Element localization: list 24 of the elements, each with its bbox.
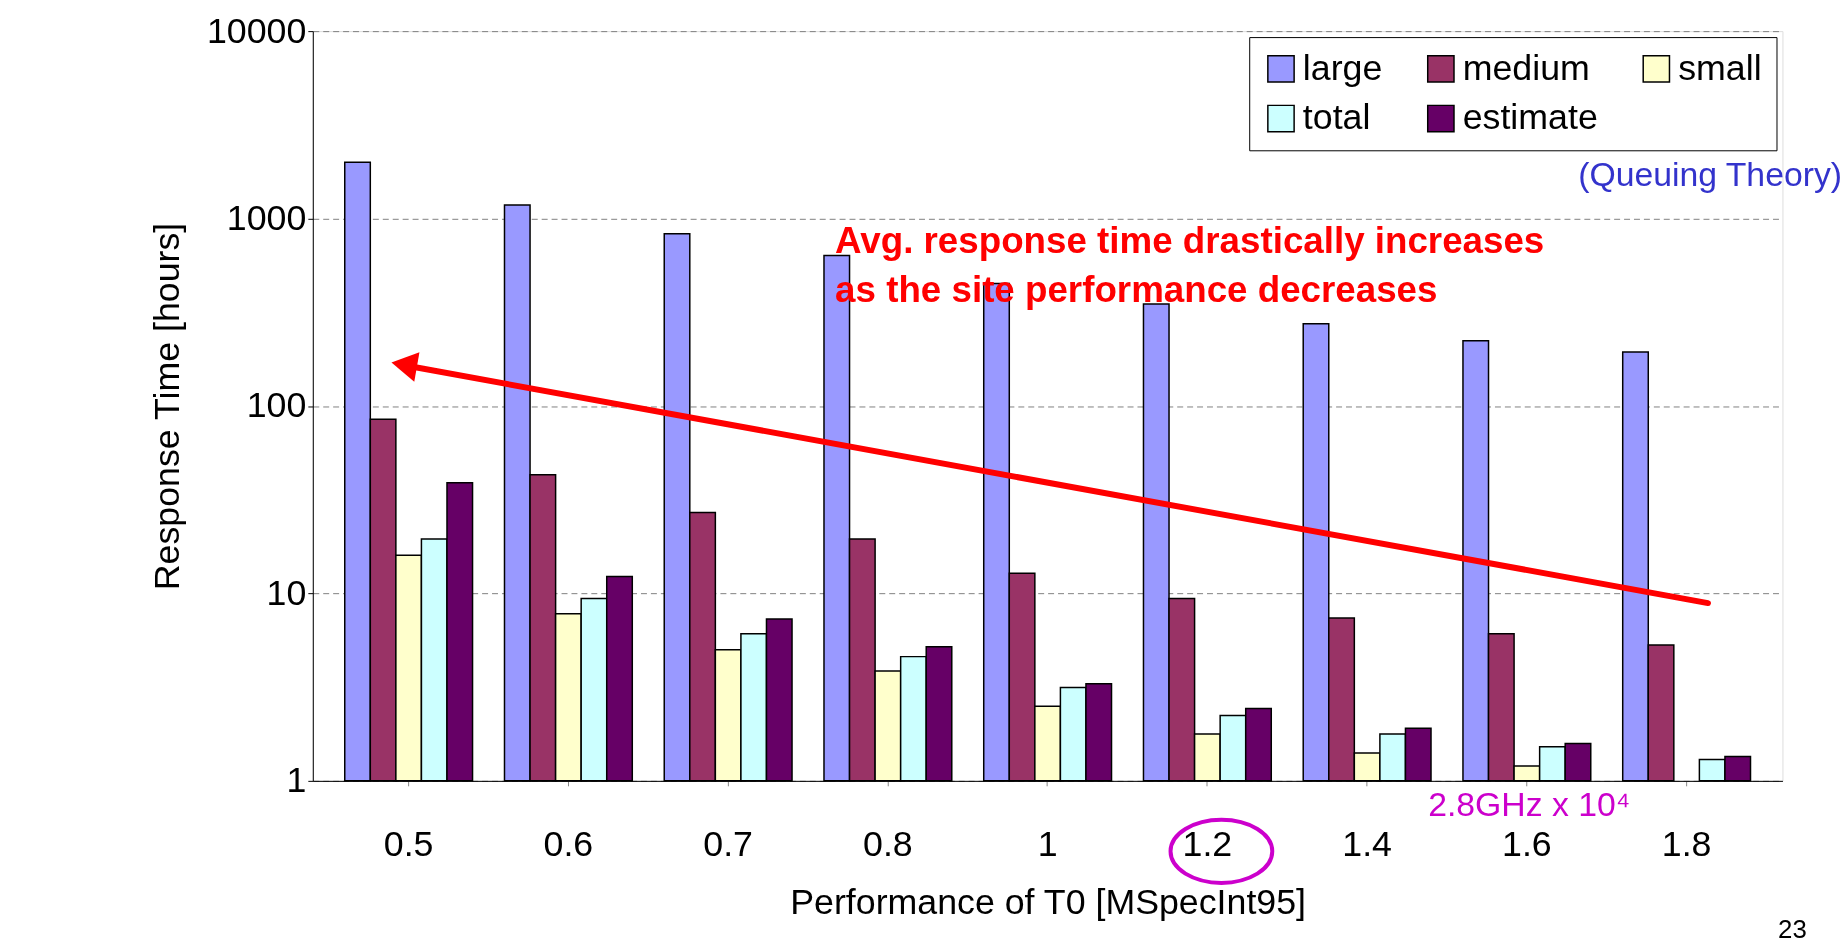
y-tick-label: 1000 (226, 197, 307, 238)
x-tick-label: 0.5 (383, 823, 434, 864)
x-tick-label: 0.7 (703, 823, 753, 864)
y-tick-label: 10000 (206, 10, 307, 51)
legend-label: total (1302, 97, 1371, 138)
legend-label: small (1678, 47, 1762, 88)
x-tick-label: 0.6 (543, 823, 594, 864)
x-tick-label: 1.4 (1342, 823, 1392, 864)
x-tick-label: 1 (1037, 823, 1058, 864)
legend-label: estimate (1462, 97, 1598, 138)
y-tick-label: 100 (246, 385, 307, 426)
y-tick-label: 1 (286, 760, 307, 801)
y-axis-title: Response Time [hours] (147, 222, 188, 591)
x-axis-title: Performance of T0 [MSpecInt95] (790, 882, 1307, 923)
text: 2.8GHz x 10⁴ (1428, 784, 1631, 823)
x-tick-label: 1.6 (1502, 823, 1552, 864)
legend-label: large (1302, 47, 1383, 88)
x-tick-label: 0.8 (863, 823, 913, 864)
annotation: (Queuing Theory) (1578, 155, 1843, 194)
y-tick-label: 10 (266, 572, 307, 613)
text: 23 (1778, 914, 1807, 943)
legend-label: medium (1462, 47, 1590, 88)
x-tick-label: 1.8 (1661, 823, 1712, 864)
x-tick-label: 1.2 (1182, 823, 1233, 864)
